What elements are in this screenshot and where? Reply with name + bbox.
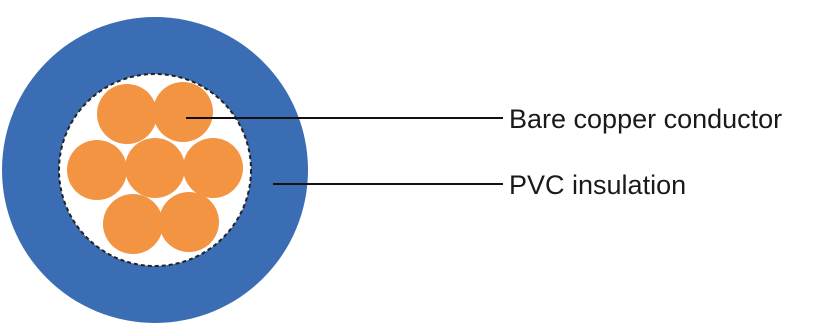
copper-strands (67, 82, 243, 254)
conductor-boundary-dashed (58, 73, 252, 267)
insulation-label: PVC insulation (509, 170, 686, 200)
copper-strand (97, 84, 157, 144)
copper-strand (125, 138, 185, 198)
copper-strand (67, 140, 127, 200)
copper-strand (103, 194, 163, 254)
copper-strand (153, 82, 213, 142)
copper-strand (159, 192, 219, 252)
copper-strand (183, 138, 243, 198)
conductor-label: Bare copper conductor (509, 104, 782, 134)
